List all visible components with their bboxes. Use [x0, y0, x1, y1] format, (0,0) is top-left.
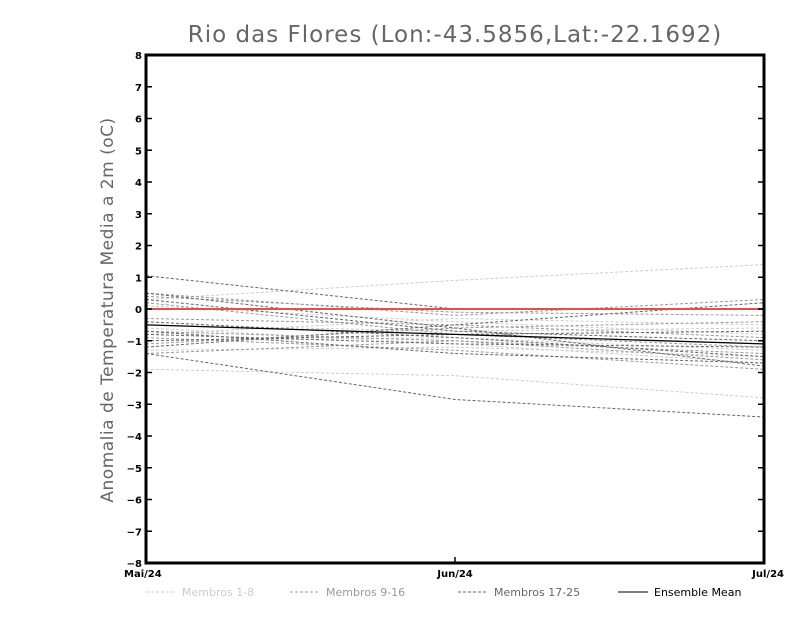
series-line-membro-23 — [145, 321, 765, 358]
legend: Membros 1-8 Membros 9-16 Membros 17-25 Ense… — [146, 586, 741, 599]
y-axis-label: Anomalia de Temperatura Media a 2m (oC) — [98, 117, 118, 502]
y-tick-label: −8 — [127, 559, 142, 570]
series-line-membro-2 — [145, 368, 765, 399]
series-line-membro-5 — [145, 324, 765, 332]
series-line-membro-7 — [145, 327, 765, 364]
series-line-membro-11 — [145, 321, 765, 345]
y-tick-label: 5 — [135, 146, 142, 157]
series-line-membro-21 — [145, 299, 765, 342]
legend-label: Membros 9-16 — [326, 586, 405, 599]
y-tick-label: 8 — [135, 51, 142, 62]
y-tick-label: 4 — [135, 178, 142, 189]
legend-label: Ensemble Mean — [654, 586, 741, 599]
series-line-membro-19 — [145, 292, 765, 367]
series-line-membro-18 — [145, 353, 765, 418]
series-line-membro-6 — [145, 305, 765, 335]
y-tick-label: −6 — [127, 496, 142, 507]
x-tick-label: Mai/24 — [124, 569, 162, 580]
y-tick-label: 0 — [135, 305, 142, 316]
y-tick-label: 6 — [135, 115, 142, 126]
series-line-membro-13 — [145, 337, 765, 370]
series-line-ensemble-mean — [145, 324, 765, 345]
y-tick-label: 1 — [135, 273, 142, 284]
series-line-membro-24 — [145, 330, 765, 364]
series-line-membro-22 — [145, 302, 765, 348]
series-line-membro-25 — [145, 330, 765, 342]
x-tick-label: Jul/24 — [751, 569, 784, 580]
series-line-membro-20 — [145, 333, 765, 348]
y-tick-label: −5 — [127, 464, 142, 475]
series-line-membro-14 — [145, 318, 765, 339]
y-tick-label: 2 — [135, 242, 142, 253]
legend-label: Membros 1-8 — [182, 586, 254, 599]
y-tick-label: −4 — [127, 432, 142, 443]
y-tick-label: −2 — [127, 369, 142, 380]
y-tick-label: −1 — [127, 337, 142, 348]
series-line-membro-16 — [145, 295, 765, 316]
series-line-membro-1 — [145, 264, 765, 300]
y-tick-label: 3 — [135, 210, 142, 221]
y-tick-label: 7 — [135, 83, 142, 94]
y-tick-label: −7 — [127, 527, 142, 538]
series-line-membro-15 — [145, 340, 765, 354]
series-line-membro-9 — [145, 292, 765, 316]
chart-title: Rio das Flores (Lon:-43.5856,Lat:-22.169… — [188, 22, 722, 48]
series-line-membro-4 — [145, 346, 765, 358]
y-tick-label: −3 — [127, 400, 142, 411]
series-line-membro-3 — [145, 317, 765, 335]
legend-label: Membros 17-25 — [494, 586, 580, 599]
series-line-membro-10 — [145, 330, 765, 361]
x-tick-label: Jun/24 — [436, 569, 473, 580]
